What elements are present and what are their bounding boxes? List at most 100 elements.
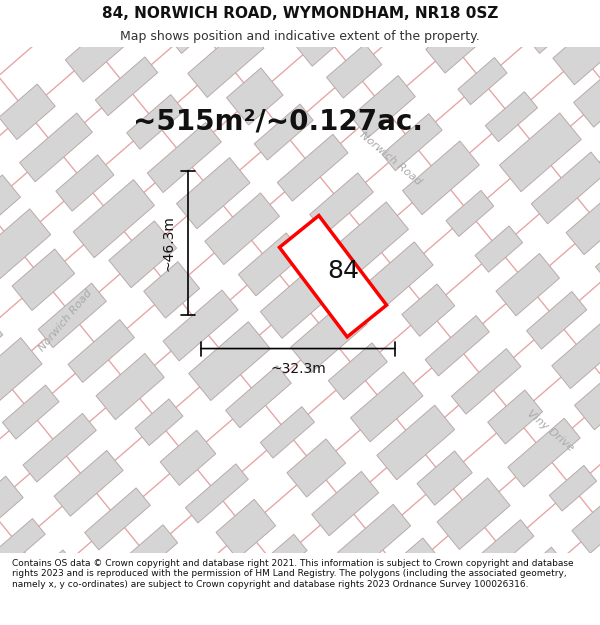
Polygon shape <box>508 418 580 487</box>
Polygon shape <box>425 316 490 376</box>
Polygon shape <box>351 76 415 138</box>
Polygon shape <box>519 0 587 53</box>
Polygon shape <box>38 581 113 625</box>
Polygon shape <box>326 44 382 98</box>
Polygon shape <box>54 451 123 516</box>
Polygon shape <box>242 534 307 595</box>
Polygon shape <box>492 0 556 16</box>
Polygon shape <box>394 574 470 625</box>
Polygon shape <box>312 471 379 536</box>
Polygon shape <box>2 385 59 439</box>
Polygon shape <box>350 372 423 442</box>
Polygon shape <box>95 57 158 116</box>
Polygon shape <box>115 525 178 584</box>
Polygon shape <box>566 192 600 254</box>
Polygon shape <box>0 519 45 570</box>
Polygon shape <box>574 56 600 127</box>
Polygon shape <box>142 0 194 15</box>
Polygon shape <box>328 343 388 399</box>
Polygon shape <box>572 494 600 553</box>
Polygon shape <box>437 478 510 549</box>
Text: ~46.3m: ~46.3m <box>161 215 175 271</box>
Polygon shape <box>12 249 74 311</box>
Polygon shape <box>290 299 367 372</box>
Polygon shape <box>399 0 450 35</box>
Polygon shape <box>575 353 600 430</box>
Polygon shape <box>143 560 208 621</box>
Polygon shape <box>56 155 114 211</box>
Polygon shape <box>0 209 51 279</box>
Polygon shape <box>265 562 343 625</box>
Polygon shape <box>499 113 581 192</box>
Polygon shape <box>553 26 600 85</box>
Polygon shape <box>280 216 386 337</box>
Polygon shape <box>527 291 587 349</box>
Polygon shape <box>16 550 79 610</box>
Polygon shape <box>238 233 304 296</box>
Polygon shape <box>20 113 92 182</box>
Polygon shape <box>72 619 138 625</box>
Text: ~32.3m: ~32.3m <box>270 362 326 376</box>
Polygon shape <box>227 68 283 125</box>
Text: Contains OS data © Crown copyright and database right 2021. This information is : Contains OS data © Crown copyright and d… <box>12 559 574 589</box>
Polygon shape <box>277 134 348 201</box>
Polygon shape <box>295 599 370 625</box>
Polygon shape <box>254 104 313 160</box>
Polygon shape <box>0 311 3 370</box>
Polygon shape <box>433 619 489 625</box>
Text: Map shows position and indicative extent of the property.: Map shows position and indicative extent… <box>120 30 480 43</box>
Polygon shape <box>65 19 130 82</box>
Polygon shape <box>365 538 442 612</box>
Text: Norwich Road: Norwich Road <box>357 130 423 187</box>
Polygon shape <box>496 254 560 316</box>
Polygon shape <box>163 290 238 361</box>
Polygon shape <box>361 0 431 7</box>
Polygon shape <box>287 439 346 497</box>
Polygon shape <box>332 202 409 276</box>
Polygon shape <box>402 284 455 336</box>
Polygon shape <box>0 84 55 139</box>
Polygon shape <box>426 18 481 73</box>
Polygon shape <box>475 226 523 272</box>
Text: ~515m²/~0.127ac.: ~515m²/~0.127ac. <box>133 107 423 135</box>
Polygon shape <box>595 228 600 290</box>
Polygon shape <box>446 191 494 236</box>
Polygon shape <box>147 122 221 192</box>
Polygon shape <box>216 499 275 559</box>
Polygon shape <box>127 94 184 149</box>
Polygon shape <box>0 338 42 415</box>
Polygon shape <box>488 390 542 444</box>
Text: 84, NORWICH ROAD, WYMONDHAM, NR18 0SZ: 84, NORWICH ROAD, WYMONDHAM, NR18 0SZ <box>102 6 498 21</box>
Polygon shape <box>68 319 134 382</box>
Polygon shape <box>310 173 373 234</box>
Polygon shape <box>550 466 596 511</box>
Text: 84: 84 <box>327 259 359 283</box>
Polygon shape <box>160 430 216 486</box>
Polygon shape <box>109 221 176 288</box>
Polygon shape <box>135 399 183 446</box>
Polygon shape <box>38 283 106 348</box>
Polygon shape <box>377 405 455 480</box>
Polygon shape <box>451 349 521 414</box>
Polygon shape <box>0 175 20 242</box>
Polygon shape <box>205 193 280 264</box>
Polygon shape <box>178 599 231 625</box>
Polygon shape <box>0 614 4 625</box>
Polygon shape <box>188 322 271 401</box>
Text: Viny Drive: Viny Drive <box>524 409 575 454</box>
Polygon shape <box>382 114 442 171</box>
Polygon shape <box>417 451 472 505</box>
Polygon shape <box>188 24 264 98</box>
Polygon shape <box>260 262 340 338</box>
Polygon shape <box>0 476 23 541</box>
Polygon shape <box>85 488 151 550</box>
Polygon shape <box>260 407 314 458</box>
Polygon shape <box>73 179 154 258</box>
Polygon shape <box>403 141 479 214</box>
Polygon shape <box>226 366 291 428</box>
Polygon shape <box>264 0 328 30</box>
Polygon shape <box>365 242 433 307</box>
Polygon shape <box>167 0 226 53</box>
Polygon shape <box>144 262 200 318</box>
Polygon shape <box>176 158 250 229</box>
